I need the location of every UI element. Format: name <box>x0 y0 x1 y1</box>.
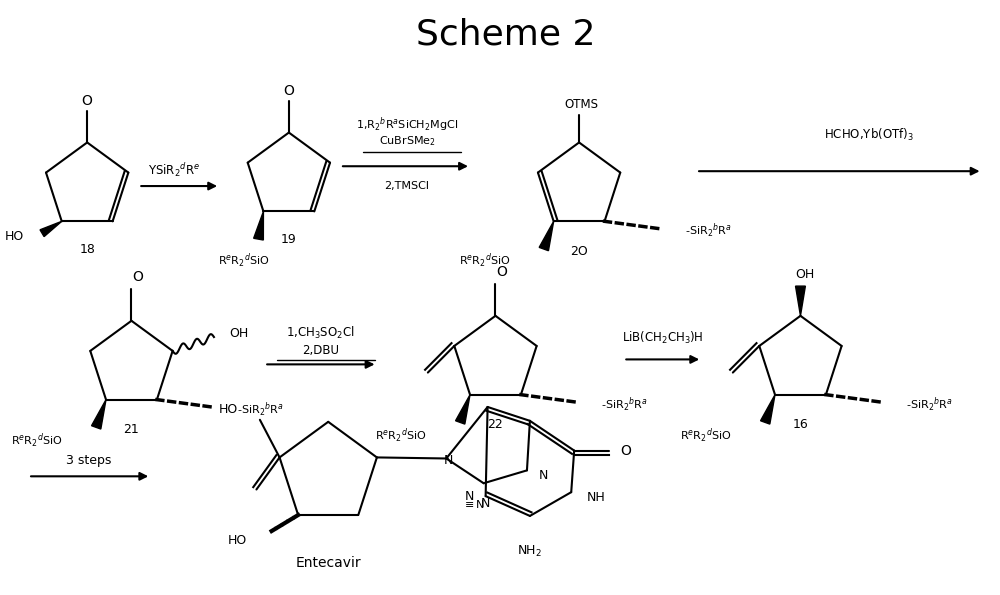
Text: 2,TMSCl: 2,TMSCl <box>384 181 429 191</box>
Text: O: O <box>283 84 294 98</box>
Text: O: O <box>82 94 93 108</box>
Polygon shape <box>92 400 106 429</box>
Polygon shape <box>254 211 263 240</box>
Text: HO: HO <box>5 230 24 243</box>
Text: R$^e$R$_2$$^d$SiO: R$^e$R$_2$$^d$SiO <box>218 252 270 270</box>
Text: Entecavir: Entecavir <box>295 556 361 569</box>
Polygon shape <box>761 394 775 424</box>
Text: R$^e$R$_2$$^d$SiO: R$^e$R$_2$$^d$SiO <box>459 252 511 270</box>
Text: R$^e$R$_2$$^d$SiO: R$^e$R$_2$$^d$SiO <box>375 427 427 446</box>
Polygon shape <box>539 221 554 250</box>
Text: N: N <box>464 490 474 503</box>
Text: 1,CH$_3$SO$_2$Cl: 1,CH$_3$SO$_2$Cl <box>286 325 355 341</box>
Polygon shape <box>796 286 805 316</box>
Text: 19: 19 <box>281 233 297 246</box>
Polygon shape <box>40 221 62 237</box>
Text: -SiR$_2$$^b$R$^a$: -SiR$_2$$^b$R$^a$ <box>685 222 731 240</box>
Text: 18: 18 <box>79 243 95 256</box>
Text: HO: HO <box>219 403 238 416</box>
Text: 21: 21 <box>124 423 139 436</box>
Text: O: O <box>620 443 631 458</box>
Text: -SiR$_2$$^b$R$^a$: -SiR$_2$$^b$R$^a$ <box>601 396 648 414</box>
Text: HCHO,Yb(OTf)$_3$: HCHO,Yb(OTf)$_3$ <box>824 127 914 143</box>
Text: YSiR$_2$$^d$R$^e$: YSiR$_2$$^d$R$^e$ <box>148 161 200 179</box>
Text: O: O <box>496 265 507 279</box>
Text: CuBrSMe$_2$: CuBrSMe$_2$ <box>379 134 435 148</box>
Text: NH: NH <box>587 491 606 503</box>
Text: OTMS: OTMS <box>564 98 598 111</box>
Text: OH: OH <box>230 327 249 340</box>
Text: HO: HO <box>228 534 247 547</box>
Text: NH$_2$: NH$_2$ <box>517 544 542 559</box>
Text: 3 steps: 3 steps <box>66 454 112 467</box>
Text: LiB(CH$_2$CH$_3$)H: LiB(CH$_2$CH$_3$)H <box>622 330 703 346</box>
Text: Scheme 2: Scheme 2 <box>416 17 595 52</box>
Text: 2,DBU: 2,DBU <box>302 344 339 357</box>
Text: R$^e$R$_2$$^d$SiO: R$^e$R$_2$$^d$SiO <box>680 427 732 446</box>
Text: 16: 16 <box>793 418 808 431</box>
Text: 2O: 2O <box>570 245 588 258</box>
Text: -SiR$_2$$^b$R$^a$: -SiR$_2$$^b$R$^a$ <box>906 396 953 414</box>
Text: $\equiv$N: $\equiv$N <box>462 498 485 510</box>
Text: OH: OH <box>795 268 814 281</box>
Text: O: O <box>132 270 143 284</box>
Text: N: N <box>481 497 490 510</box>
Text: N: N <box>539 469 548 482</box>
Text: R$^e$R$_2$$^d$SiO: R$^e$R$_2$$^d$SiO <box>11 432 63 450</box>
Polygon shape <box>456 394 470 424</box>
Text: 22: 22 <box>488 418 503 431</box>
Text: N: N <box>444 454 453 467</box>
Text: 1,R$_2$$^b$R$^a$SiCH$_2$MgCl: 1,R$_2$$^b$R$^a$SiCH$_2$MgCl <box>356 115 458 134</box>
Text: -SiR$_2$$^b$R$^a$: -SiR$_2$$^b$R$^a$ <box>237 400 284 419</box>
